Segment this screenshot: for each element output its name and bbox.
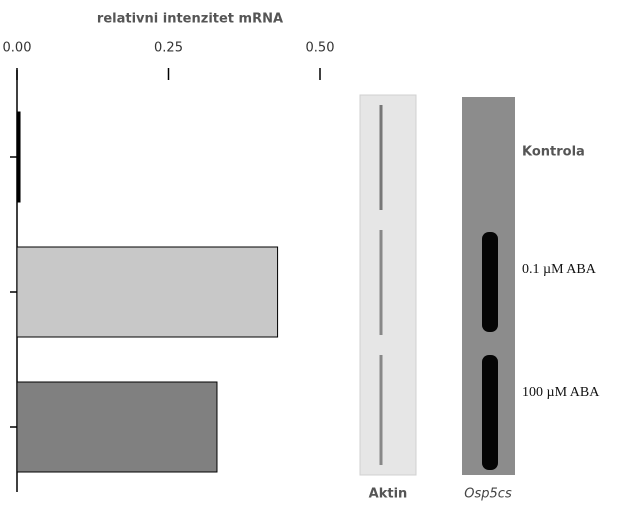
lane-label: Osp5cs	[464, 487, 512, 502]
osp5cs-band	[482, 355, 498, 470]
bar	[16, 381, 218, 473]
x-tick-label: 0.00	[3, 41, 32, 56]
category-label: 100 µM ABA	[522, 385, 600, 400]
x-tick-label: 0.50	[306, 41, 335, 56]
osp5cs-band	[482, 232, 498, 332]
bar	[16, 111, 21, 203]
bar	[16, 246, 279, 338]
chart-title: relativni intenzitet mRNA	[97, 12, 283, 27]
category-label: Kontrola	[522, 145, 585, 160]
category-label: 0.1 µM ABA	[522, 262, 597, 277]
lane-label: Aktin	[369, 487, 408, 502]
aktin-blot	[359, 94, 417, 476]
x-tick-label: 0.25	[154, 41, 183, 56]
